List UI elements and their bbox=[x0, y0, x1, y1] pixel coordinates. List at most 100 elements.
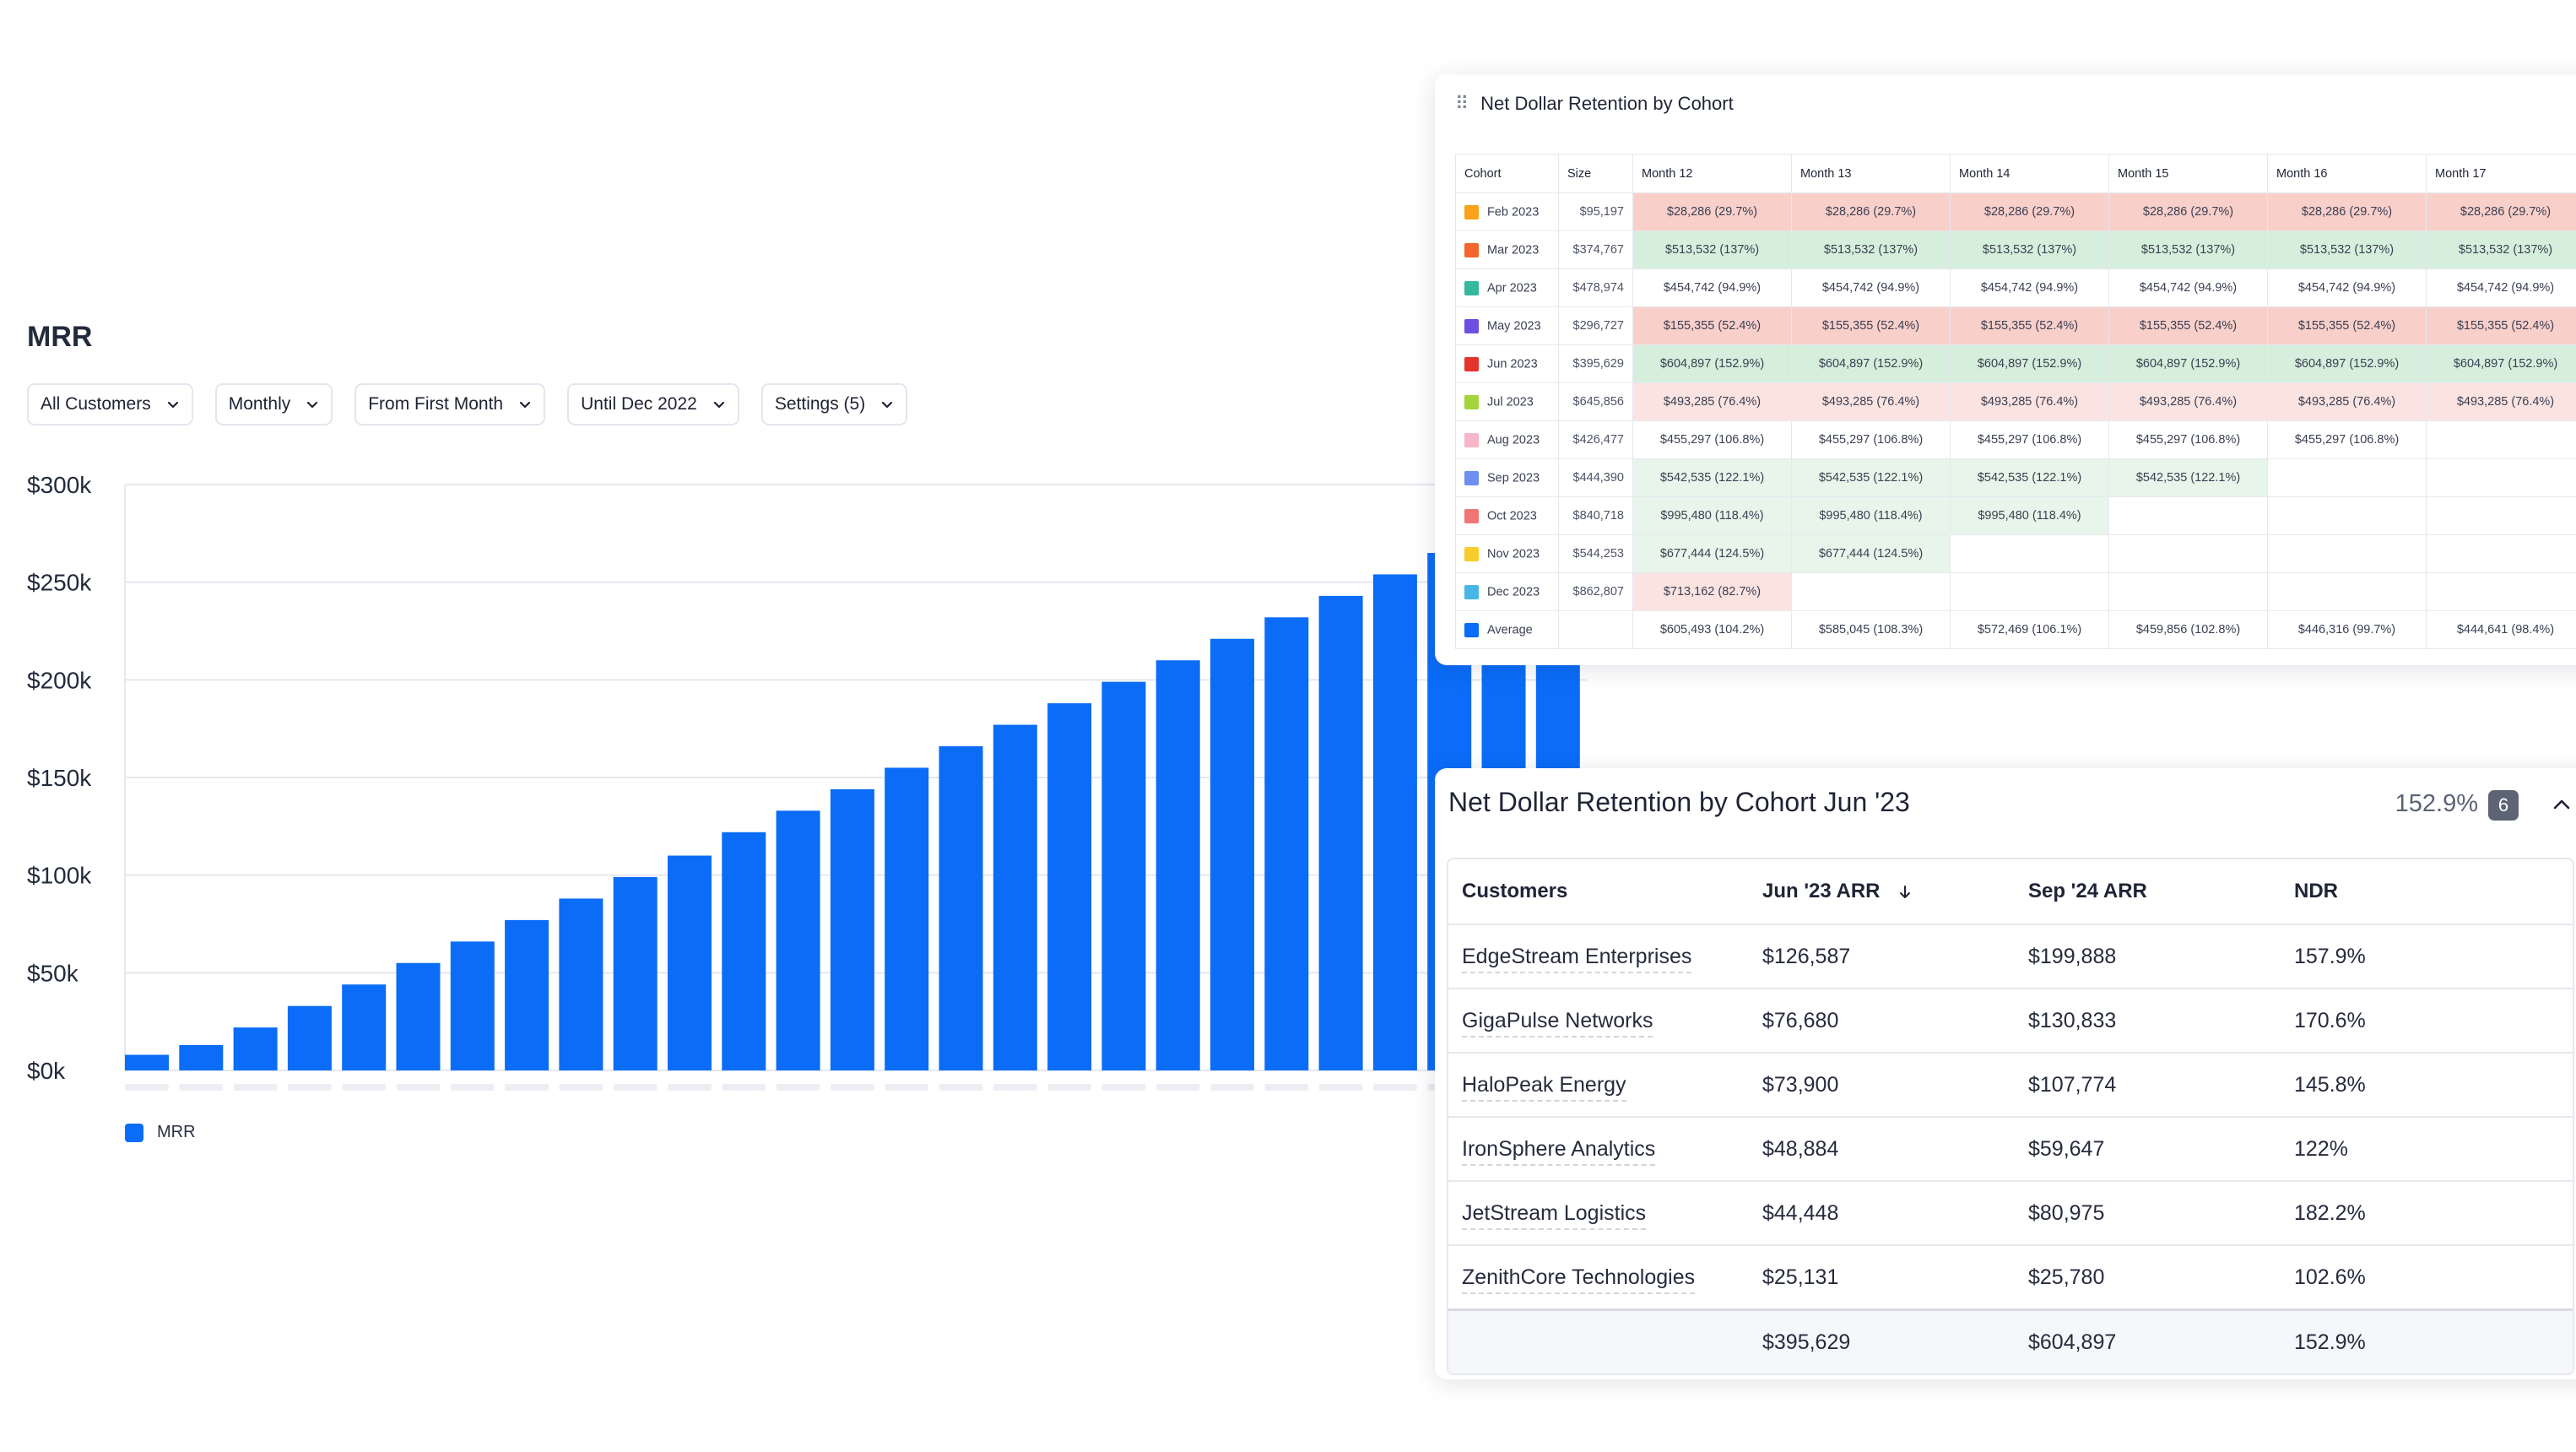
mrr-bar[interactable] bbox=[993, 724, 1037, 1070]
cohort-value-cell[interactable]: $455,297 (106.8%) bbox=[2108, 420, 2268, 459]
cohort-row[interactable]: Nov 2023 $544,253 $677,444 (124.5%) $677,44… bbox=[1455, 534, 2576, 573]
column-header-end-arr[interactable]: Sep '24 ARR bbox=[2028, 880, 2147, 902]
cohort-value-cell[interactable]: $455,297 (106.8%) bbox=[1791, 420, 1951, 459]
table-row[interactable]: GigaPulse Networks $76,680 $130,833 170.6% bbox=[1448, 988, 2573, 1052]
filter-customers-dropdown[interactable]: All Customers bbox=[27, 383, 193, 425]
mrr-bar[interactable] bbox=[1372, 574, 1417, 1070]
filter-start-dropdown[interactable]: From First Month bbox=[354, 383, 546, 425]
cohort-value-cell[interactable]: $995,480 (118.4%) bbox=[1632, 496, 1792, 535]
cohort-column-header[interactable]: Cohort bbox=[1455, 154, 1559, 193]
mrr-bar[interactable] bbox=[342, 984, 387, 1070]
cohort-column-header[interactable]: Month 15 bbox=[2108, 154, 2268, 193]
mrr-bar[interactable] bbox=[613, 876, 658, 1070]
cohort-column-header[interactable]: Month 12 bbox=[1632, 154, 1792, 193]
cohort-row[interactable]: Aug 2023 $426,477 $455,297 (106.8%) $455,29… bbox=[1455, 420, 2576, 459]
mrr-bar[interactable] bbox=[1047, 703, 1092, 1070]
cohort-row[interactable]: Dec 2023 $862,807 $713,162 (82.7%) bbox=[1455, 572, 2576, 611]
customer-name-link[interactable]: GigaPulse Networks bbox=[1462, 1008, 1653, 1038]
filter-end-dropdown[interactable]: Until Dec 2022 bbox=[567, 383, 739, 425]
mrr-bar[interactable] bbox=[125, 1054, 169, 1070]
mrr-bar[interactable] bbox=[287, 1005, 332, 1070]
cohort-value-cell[interactable]: $155,355 (52.4%) bbox=[2108, 306, 2268, 345]
cohort-row[interactable]: Sep 2023 $444,390 $542,535 (122.1%) $542,53… bbox=[1455, 458, 2576, 497]
cohort-value-cell[interactable]: $542,535 (122.1%) bbox=[2108, 458, 2268, 497]
drag-handle-icon[interactable]: ⠿ bbox=[1455, 93, 1469, 114]
cohort-value-cell[interactable]: $454,742 (94.9%) bbox=[2108, 268, 2268, 307]
column-header-customers[interactable]: Customers bbox=[1462, 880, 1568, 902]
cohort-value-cell[interactable]: $444,641 (98.4%) bbox=[2426, 610, 2576, 649]
cohort-value-cell[interactable]: $155,355 (52.4%) bbox=[1632, 306, 1792, 345]
cohort-value-cell[interactable]: $28,286 (29.7%) bbox=[2267, 192, 2427, 231]
column-header-start-arr[interactable]: Jun '23 ARR bbox=[1762, 880, 2028, 903]
cohort-value-cell[interactable]: $713,162 (82.7%) bbox=[1632, 572, 1792, 611]
cohort-value-cell[interactable]: $513,532 (137%) bbox=[1632, 230, 1792, 269]
cohort-value-cell[interactable]: $454,742 (94.9%) bbox=[1950, 268, 2109, 307]
mrr-bar[interactable] bbox=[939, 745, 983, 1070]
cohort-row[interactable]: Feb 2023 $95,197 $28,286 (29.7%) $28,286 (2… bbox=[1455, 192, 2576, 231]
customer-name-link[interactable]: HaloPeak Energy bbox=[1462, 1072, 1626, 1102]
cohort-value-cell[interactable]: $542,535 (122.1%) bbox=[1632, 458, 1792, 497]
cohort-value-cell[interactable]: $28,286 (29.7%) bbox=[1950, 192, 2109, 231]
mrr-bar[interactable] bbox=[885, 767, 929, 1070]
cohort-value-cell[interactable]: $455,297 (106.8%) bbox=[1632, 420, 1792, 459]
cohort-value-cell[interactable]: $493,285 (76.4%) bbox=[2426, 382, 2576, 421]
mrr-bar[interactable] bbox=[776, 810, 820, 1070]
cohort-row[interactable]: Jul 2023 $645,856 $493,285 (76.4%) $493,285… bbox=[1455, 382, 2576, 421]
cohort-value-cell[interactable]: $155,355 (52.4%) bbox=[2267, 306, 2427, 345]
mrr-bar[interactable] bbox=[830, 788, 874, 1070]
cohort-column-header[interactable]: Month 14 bbox=[1950, 154, 2109, 193]
cohort-column-header[interactable]: Month 16 bbox=[2267, 154, 2427, 193]
cohort-value-cell[interactable]: $585,045 (108.3%) bbox=[1791, 610, 1951, 649]
table-row[interactable]: EdgeStream Enterprises $126,587 $199,888 15… bbox=[1448, 924, 2573, 988]
mrr-bar[interactable] bbox=[1264, 617, 1309, 1070]
cohort-row[interactable]: Average $605,493 (104.2%) $585,045 (108.3%… bbox=[1455, 610, 2576, 649]
cohort-row[interactable]: May 2023 $296,727 $155,355 (52.4%) $155,355… bbox=[1455, 306, 2576, 345]
cohort-value-cell[interactable]: $28,286 (29.7%) bbox=[2426, 192, 2576, 231]
cohort-value-cell[interactable]: $604,897 (152.9%) bbox=[1950, 344, 2109, 383]
cohort-value-cell[interactable]: $513,532 (137%) bbox=[1950, 230, 2109, 269]
table-row[interactable]: IronSphere Analytics $48,884 $59,647 122% bbox=[1448, 1116, 2573, 1180]
mrr-bar[interactable] bbox=[668, 855, 712, 1070]
customer-name-link[interactable]: EdgeStream Enterprises bbox=[1462, 944, 1692, 973]
customer-name-link[interactable]: JetStream Logistics bbox=[1462, 1200, 1647, 1230]
cohort-value-cell[interactable]: $455,297 (106.8%) bbox=[1950, 420, 2109, 459]
cohort-value-cell[interactable]: $454,742 (94.9%) bbox=[2267, 268, 2427, 307]
mrr-bar[interactable] bbox=[1155, 660, 1200, 1070]
cohort-value-cell[interactable]: $572,469 (106.1%) bbox=[1950, 610, 2109, 649]
cohort-column-header[interactable]: Month 13 bbox=[1791, 154, 1951, 193]
cohort-value-cell[interactable]: $454,742 (94.9%) bbox=[1632, 268, 1792, 307]
cohort-value-cell[interactable]: $513,532 (137%) bbox=[2426, 230, 2576, 269]
cohort-row[interactable]: Mar 2023 $374,767 $513,532 (137%) $513,532 … bbox=[1455, 230, 2576, 269]
cohort-row[interactable]: Jun 2023 $395,629 $604,897 (152.9%) $604,89… bbox=[1455, 344, 2576, 383]
cohort-value-cell[interactable]: $155,355 (52.4%) bbox=[1791, 306, 1951, 345]
table-row[interactable]: ZenithCore Technologies $25,131 $25,780 102… bbox=[1448, 1244, 2573, 1308]
cohort-value-cell[interactable]: $454,742 (94.9%) bbox=[2426, 268, 2576, 307]
mrr-bar[interactable] bbox=[396, 962, 441, 1070]
mrr-bar[interactable] bbox=[1318, 595, 1363, 1070]
cohort-value-cell[interactable]: $605,493 (104.2%) bbox=[1632, 610, 1792, 649]
settings-dropdown[interactable]: Settings (5) bbox=[760, 383, 908, 425]
cohort-value-cell[interactable]: $995,480 (118.4%) bbox=[1791, 496, 1951, 535]
mrr-bar[interactable] bbox=[233, 1027, 278, 1070]
cohort-value-cell[interactable]: $155,355 (52.4%) bbox=[1950, 306, 2109, 345]
table-row[interactable]: JetStream Logistics $44,448 $80,975 182.2% bbox=[1448, 1180, 2573, 1244]
mrr-bar[interactable] bbox=[1101, 681, 1146, 1070]
cohort-value-cell[interactable]: $513,532 (137%) bbox=[2267, 230, 2427, 269]
mrr-bar[interactable] bbox=[1210, 638, 1254, 1070]
table-row[interactable]: HaloPeak Energy $73,900 $107,774 145.8% bbox=[1448, 1052, 2573, 1116]
cohort-value-cell[interactable]: $459,856 (102.8%) bbox=[2108, 610, 2268, 649]
filter-interval-dropdown[interactable]: Monthly bbox=[214, 383, 333, 425]
cohort-value-cell[interactable]: $604,897 (152.9%) bbox=[2267, 344, 2427, 383]
mrr-bar[interactable] bbox=[505, 919, 549, 1070]
column-header-ndr[interactable]: NDR bbox=[2294, 880, 2338, 902]
cohort-value-cell[interactable]: $513,532 (137%) bbox=[2108, 230, 2268, 269]
chevron-up-icon[interactable] bbox=[2551, 794, 2573, 815]
cohort-value-cell[interactable]: $446,316 (99.7%) bbox=[2267, 610, 2427, 649]
cohort-value-cell[interactable]: $542,535 (122.1%) bbox=[1950, 458, 2109, 497]
cohort-column-header[interactable]: Month 17 bbox=[2426, 154, 2576, 193]
cohort-value-cell[interactable]: $493,285 (76.4%) bbox=[2108, 382, 2268, 421]
cohort-value-cell[interactable]: $493,285 (76.4%) bbox=[1632, 382, 1792, 421]
mrr-bar[interactable] bbox=[722, 832, 766, 1070]
cohort-value-cell[interactable]: $604,897 (152.9%) bbox=[1791, 344, 1951, 383]
cohort-value-cell[interactable]: $493,285 (76.4%) bbox=[1791, 382, 1951, 421]
